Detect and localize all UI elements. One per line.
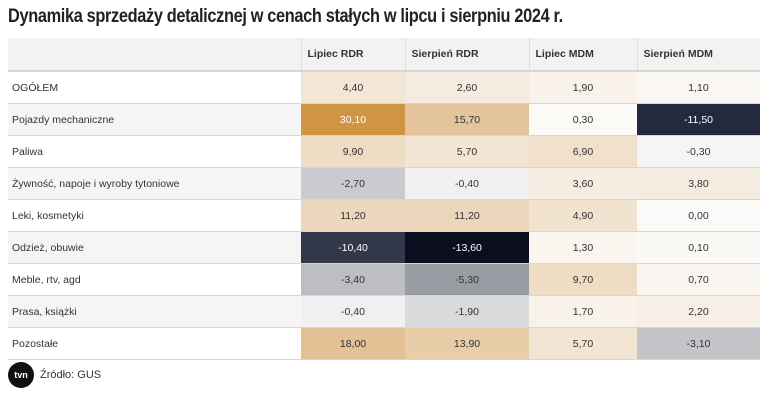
value-cell: 11,20	[301, 199, 405, 232]
value-cell: 3,80	[637, 167, 760, 200]
value-cell: 11,20	[405, 199, 529, 232]
row-label: Leki, kosmetyki	[8, 199, 301, 232]
value-cell: 4,90	[529, 199, 637, 232]
footer: tvn Źródło: GUS	[8, 362, 101, 388]
value-cell: -13,60	[405, 231, 529, 264]
row-label: Meble, rtv, agd	[8, 263, 301, 296]
value-cell: -0,40	[405, 167, 529, 200]
column-header	[8, 38, 301, 72]
value-cell: 18,00	[301, 327, 405, 360]
value-cell: -1,90	[405, 295, 529, 328]
table-row: Odzież, obuwie -10,40 -13,60 1,30 0,10	[8, 231, 760, 264]
value-cell: -5,30	[405, 263, 529, 296]
value-cell: 3,60	[529, 167, 637, 200]
row-label: Pozostałe	[8, 327, 301, 360]
tvn24-logo: tvn	[8, 362, 34, 388]
row-label: OGÓŁEM	[8, 71, 301, 104]
value-cell: 1,10	[637, 71, 760, 104]
value-cell: 15,70	[405, 103, 529, 136]
value-cell: 4,40	[301, 71, 405, 104]
column-header: Sierpień MDM	[636, 38, 760, 72]
data-table: Lipiec RDR Sierpień RDR Lipiec MDM Sierpień…	[8, 38, 760, 360]
table-row: OGÓŁEM 4,40 2,60 1,90 1,10	[8, 71, 760, 104]
value-cell: 0,00	[637, 199, 760, 232]
column-header: Lipiec RDR	[300, 38, 405, 72]
source-text: Źródło: GUS	[40, 369, 102, 381]
value-cell: -0,40	[301, 295, 405, 328]
row-label: Paliwa	[8, 135, 301, 168]
value-cell: 5,70	[529, 327, 637, 360]
row-label: Żywność, napoje i wyroby tytoniowe	[8, 167, 301, 200]
value-cell: 9,90	[301, 135, 405, 168]
row-label: Prasa, książki	[8, 295, 301, 328]
value-cell: 6,90	[529, 135, 637, 168]
value-cell: -2,70	[301, 167, 405, 200]
value-cell: -3,40	[301, 263, 405, 296]
value-cell: 5,70	[405, 135, 529, 168]
value-cell: 1,90	[529, 71, 637, 104]
value-cell: 0,10	[637, 231, 760, 264]
column-header: Lipiec MDM	[528, 38, 637, 72]
value-cell: 1,30	[529, 231, 637, 264]
value-cell: 13,90	[405, 327, 529, 360]
value-cell: 2,20	[637, 295, 760, 328]
table-row: Pozostałe 18,00 13,90 5,70 -3,10	[8, 327, 760, 360]
value-cell: 2,60	[405, 71, 529, 104]
value-cell: -10,40	[301, 231, 405, 264]
table-row: Leki, kosmetyki 11,20 11,20 4,90 0,00	[8, 199, 760, 232]
table-row: Prasa, książki -0,40 -1,90 1,70 2,20	[8, 295, 760, 328]
table-row: Pojazdy mechaniczne 30,10 15,70 0,30 -11,50	[8, 103, 760, 136]
row-label: Odzież, obuwie	[8, 231, 301, 264]
chart-title: Dynamika sprzedaży detalicznej w cenach …	[8, 6, 563, 27]
value-cell: -3,10	[637, 327, 760, 360]
value-cell: 1,70	[529, 295, 637, 328]
table-row: Paliwa 9,90 5,70 6,90 -0,30	[8, 135, 760, 168]
value-cell: -11,50	[637, 103, 760, 136]
header-row: Lipiec RDR Sierpień RDR Lipiec MDM Sierpień…	[8, 38, 760, 72]
table-row: Żywność, napoje i wyroby tytoniowe -2,70-…	[8, 167, 760, 200]
value-cell: -0,30	[637, 135, 760, 168]
table-row: Meble, rtv, agd -3,40 -5,30 9,70 0,70	[8, 263, 760, 296]
value-cell: 0,70	[637, 263, 760, 296]
value-cell: 0,30	[529, 103, 637, 136]
value-cell: 9,70	[529, 263, 637, 296]
value-cell: 30,10	[301, 103, 405, 136]
column-header: Sierpień RDR	[404, 38, 529, 72]
row-label: Pojazdy mechaniczne	[8, 103, 301, 136]
